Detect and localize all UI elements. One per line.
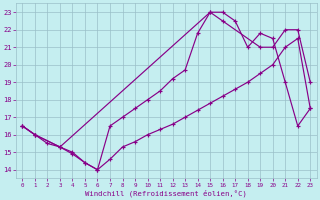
X-axis label: Windchill (Refroidissement éolien,°C): Windchill (Refroidissement éolien,°C) (85, 189, 247, 197)
